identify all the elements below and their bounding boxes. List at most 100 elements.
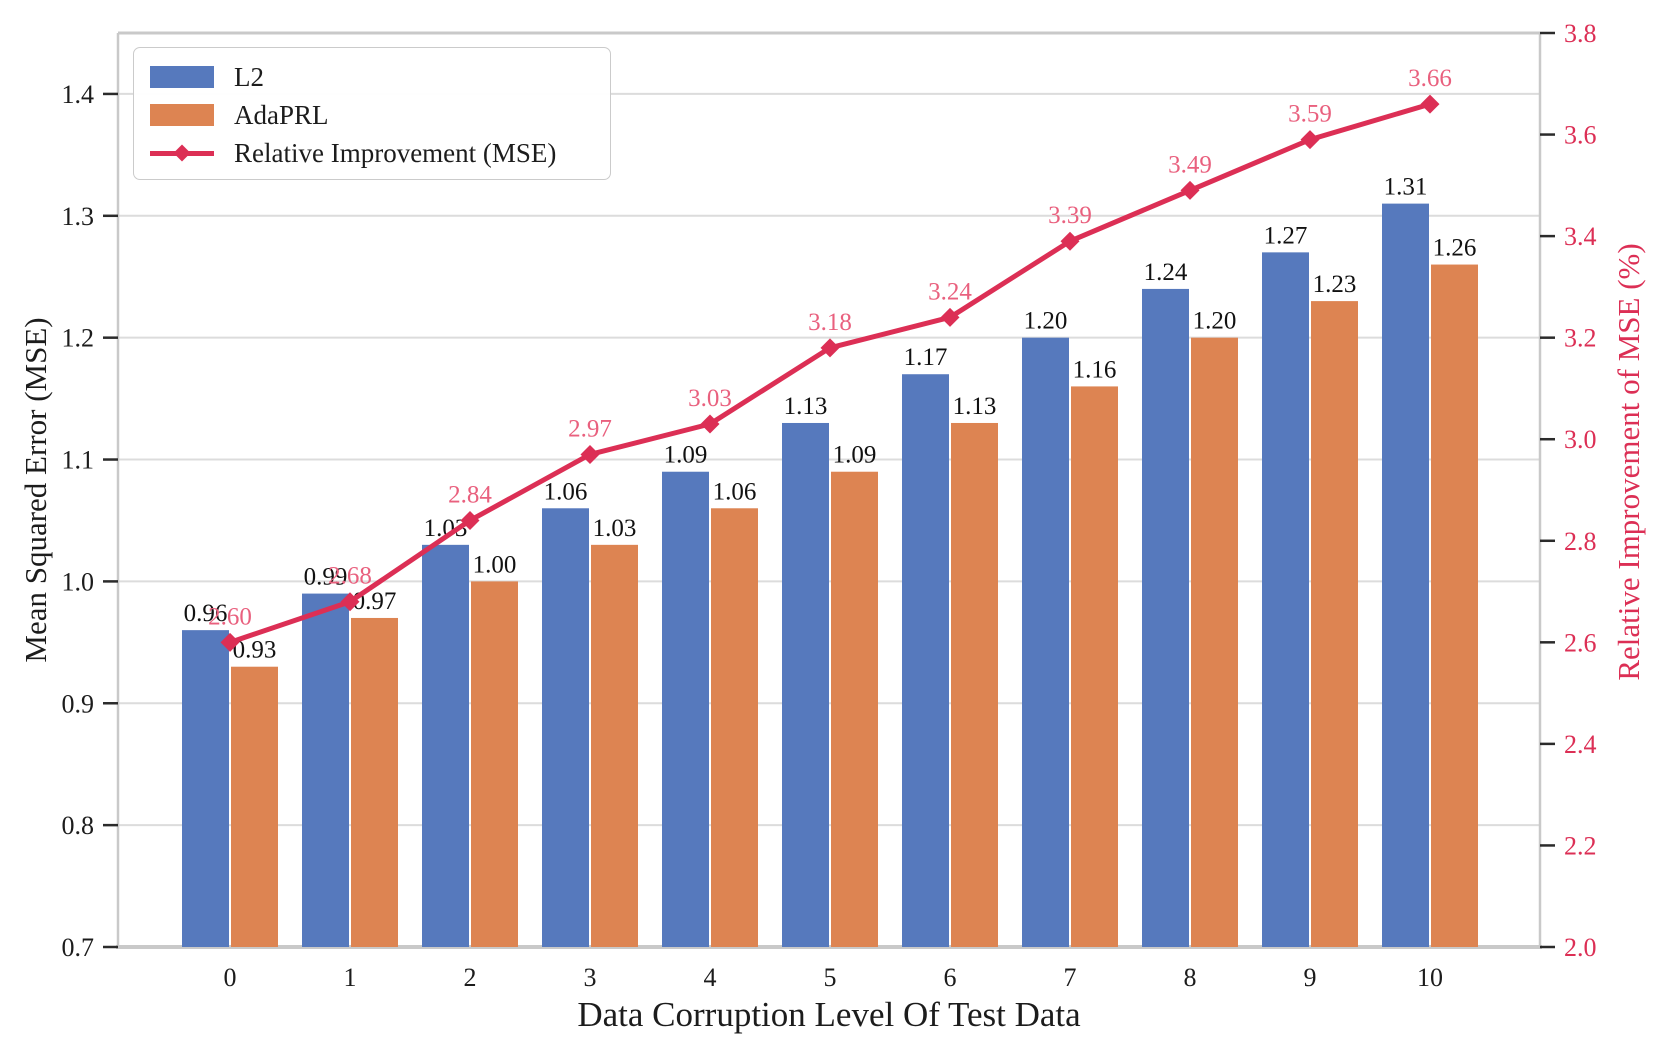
right-tick-label: 3.8 bbox=[1564, 19, 1597, 48]
diamond-marker bbox=[1300, 130, 1320, 150]
x-tick-label: 9 bbox=[1304, 963, 1317, 992]
x-tick-label: 3 bbox=[584, 963, 597, 992]
x-tick-label: 4 bbox=[704, 963, 717, 992]
x-tick-label: 0 bbox=[224, 963, 237, 992]
legend-label-adaprl: AdaPRL bbox=[234, 99, 329, 130]
line-point-label: 3.18 bbox=[808, 309, 852, 336]
improvement-line bbox=[227, 101, 1433, 645]
line-point-label: 2.97 bbox=[568, 415, 612, 442]
diamond-marker bbox=[580, 444, 600, 464]
right-tick-label: 2.8 bbox=[1564, 527, 1597, 556]
diamond-marker bbox=[460, 510, 480, 530]
bar-l2 bbox=[1142, 288, 1189, 947]
legend-item-adaprl: AdaPRL bbox=[150, 96, 610, 134]
left-tick-label: 0.9 bbox=[62, 689, 95, 718]
diamond-marker bbox=[340, 592, 360, 612]
diamond-marker bbox=[220, 632, 240, 652]
line-point-label: 2.84 bbox=[448, 481, 492, 508]
bar-l2 bbox=[1382, 203, 1429, 947]
bar-l2 bbox=[1022, 337, 1069, 948]
adaprl-swatch-icon bbox=[150, 104, 214, 126]
x-axis-title: Data Corruption Level Of Test Data bbox=[577, 995, 1081, 1034]
line-point-label: 3.59 bbox=[1288, 101, 1332, 128]
left-tick-label: 1.0 bbox=[62, 567, 95, 596]
bar-l2 bbox=[542, 508, 589, 947]
bar-value-label: 1.31 bbox=[1384, 174, 1428, 201]
bar-l2 bbox=[182, 630, 229, 947]
bar-value-label: 1.20 bbox=[1193, 308, 1237, 335]
bar-adaprl bbox=[711, 508, 758, 947]
diamond-marker-icon bbox=[173, 144, 191, 162]
bar-value-label: 1.06 bbox=[544, 478, 588, 505]
legend-label-l2: L2 bbox=[234, 61, 264, 92]
diamond-marker bbox=[1060, 231, 1080, 251]
diamond-marker bbox=[1420, 94, 1440, 114]
bar-value-label: 1.13 bbox=[953, 393, 997, 420]
bar-value-label: 1.26 bbox=[1433, 235, 1477, 262]
x-tick-label: 5 bbox=[824, 963, 837, 992]
line-point-label: 3.49 bbox=[1168, 151, 1212, 178]
bar-value-label: 1.09 bbox=[664, 442, 708, 469]
bar-value-label: 1.03 bbox=[593, 515, 637, 542]
line-point-label: 3.39 bbox=[1048, 202, 1092, 229]
bar-value-label: 1.24 bbox=[1144, 259, 1188, 286]
x-tick-label: 10 bbox=[1417, 963, 1443, 992]
x-tick-label: 6 bbox=[944, 963, 957, 992]
left-axis-title: Mean Squared Error (MSE) bbox=[18, 317, 53, 663]
bar-l2 bbox=[662, 471, 709, 947]
x-tick-label: 2 bbox=[464, 963, 477, 992]
legend-label-improvement: Relative Improvement (MSE) bbox=[234, 137, 557, 168]
bar-adaprl bbox=[831, 471, 878, 947]
diamond-marker bbox=[1180, 180, 1200, 200]
right-tick-label: 3.6 bbox=[1564, 121, 1597, 150]
right-tick-label: 2.6 bbox=[1564, 628, 1597, 657]
left-tick-label: 1.1 bbox=[62, 446, 95, 475]
bar-adaprl bbox=[591, 544, 638, 947]
bar-l2 bbox=[902, 374, 949, 947]
line-point-label: 3.66 bbox=[1408, 65, 1452, 92]
bar-value-label: 1.27 bbox=[1264, 222, 1308, 249]
legend: L2 AdaPRL Relative Improvement (MSE) bbox=[133, 47, 611, 180]
bar-adaprl bbox=[951, 422, 998, 947]
bar-value-label: 0.96 bbox=[184, 600, 228, 627]
line-point-label: 3.24 bbox=[928, 278, 972, 305]
right-axis-title: Relative Improvement of MSE (%) bbox=[1611, 243, 1646, 681]
bar-adaprl bbox=[1311, 301, 1358, 947]
bar-value-label: 1.00 bbox=[473, 551, 517, 578]
bar-value-label: 1.13 bbox=[784, 393, 828, 420]
bar-l2 bbox=[302, 593, 349, 947]
improvement-line-swatch-icon bbox=[150, 142, 214, 164]
bar-l2 bbox=[422, 544, 469, 947]
diamond-marker bbox=[820, 338, 840, 358]
right-tick-label: 2.2 bbox=[1564, 831, 1597, 860]
bar-value-label: 1.23 bbox=[1313, 271, 1357, 298]
left-tick-label: 0.7 bbox=[62, 933, 95, 962]
line-point-label: 2.68 bbox=[328, 563, 372, 590]
l2-swatch-icon bbox=[150, 66, 214, 88]
line-point-label: 2.60 bbox=[208, 603, 252, 630]
bar-adaprl bbox=[471, 581, 518, 947]
left-tick-label: 0.8 bbox=[62, 811, 95, 840]
bar-value-label: 1.06 bbox=[713, 478, 757, 505]
right-tick-label: 3.2 bbox=[1564, 324, 1597, 353]
bar-value-label: 1.20 bbox=[1024, 308, 1068, 335]
bar-adaprl bbox=[351, 617, 398, 947]
line-point-label: 3.03 bbox=[688, 385, 732, 412]
bar-value-label: 1.17 bbox=[904, 344, 948, 371]
bar-adaprl bbox=[1431, 264, 1478, 948]
diamond-marker bbox=[700, 414, 720, 434]
bar-adaprl bbox=[231, 666, 278, 947]
x-tick-label: 8 bbox=[1184, 963, 1197, 992]
x-tick-label: 7 bbox=[1064, 963, 1077, 992]
left-tick-label: 1.2 bbox=[62, 324, 95, 353]
bar-adaprl bbox=[1191, 337, 1238, 948]
left-tick-label: 1.4 bbox=[62, 80, 95, 109]
diamond-marker bbox=[940, 307, 960, 327]
bar-value-label: 1.16 bbox=[1073, 356, 1117, 383]
legend-item-l2: L2 bbox=[150, 58, 610, 96]
right-tick-label: 2.0 bbox=[1564, 933, 1597, 962]
bar-l2 bbox=[782, 422, 829, 947]
right-tick-label: 2.4 bbox=[1564, 730, 1597, 759]
x-tick-label: 1 bbox=[344, 963, 357, 992]
